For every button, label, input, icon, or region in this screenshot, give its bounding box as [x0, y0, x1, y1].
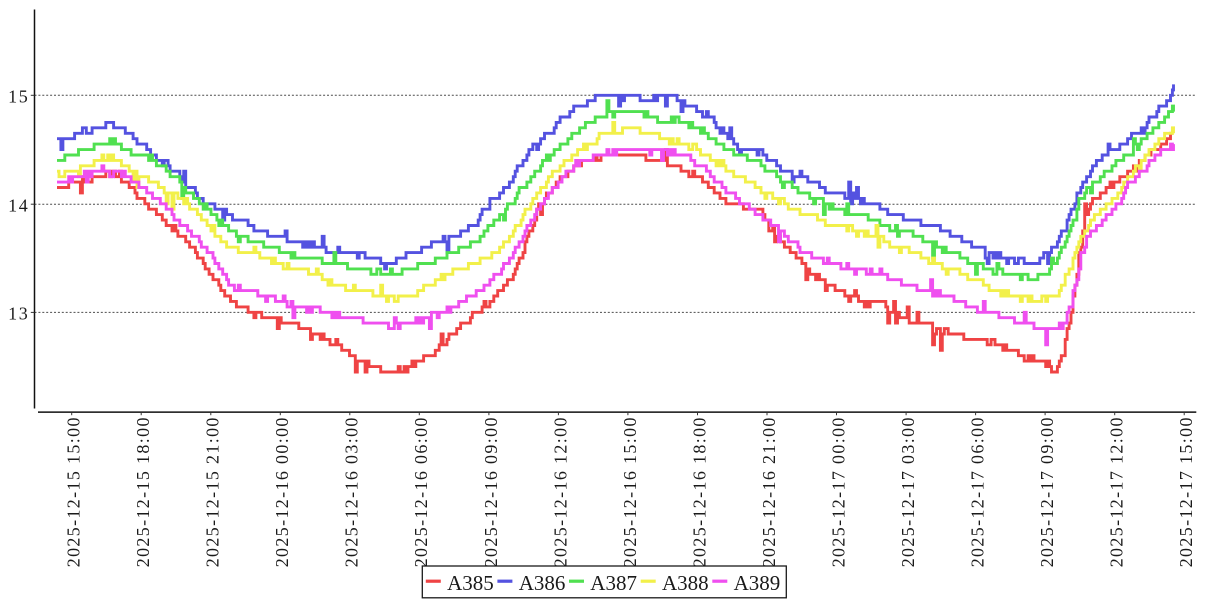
- svg-text:2025-12-16 03:00: 2025-12-16 03:00: [342, 416, 362, 567]
- svg-text:2025-12-15 21:00: 2025-12-15 21:00: [203, 416, 223, 567]
- svg-text:A388: A388: [662, 571, 709, 595]
- svg-text:2025-12-16 09:00: 2025-12-16 09:00: [481, 416, 501, 567]
- svg-text:2025-12-17 03:00: 2025-12-17 03:00: [898, 416, 918, 567]
- svg-text:13: 13: [8, 304, 29, 324]
- svg-text:A386: A386: [519, 571, 566, 595]
- svg-text:2025-12-17 09:00: 2025-12-17 09:00: [1037, 416, 1057, 567]
- svg-text:A385: A385: [447, 571, 494, 595]
- svg-text:2025-12-17 00:00: 2025-12-17 00:00: [828, 416, 848, 567]
- svg-text:2025-12-16 15:00: 2025-12-16 15:00: [620, 416, 640, 567]
- svg-text:2025-12-15 15:00: 2025-12-15 15:00: [64, 416, 84, 567]
- svg-text:2025-12-15 18:00: 2025-12-15 18:00: [133, 416, 153, 567]
- svg-text:A387: A387: [590, 571, 637, 595]
- svg-text:2025-12-17 06:00: 2025-12-17 06:00: [968, 416, 988, 567]
- svg-text:14: 14: [8, 195, 29, 215]
- svg-text:2025-12-16 12:00: 2025-12-16 12:00: [550, 416, 570, 567]
- svg-text:2025-12-17 15:00: 2025-12-17 15:00: [1176, 416, 1196, 567]
- svg-text:2025-12-16 06:00: 2025-12-16 06:00: [411, 416, 431, 567]
- svg-text:A389: A389: [734, 571, 781, 595]
- svg-text:2025-12-16 21:00: 2025-12-16 21:00: [759, 416, 779, 567]
- svg-text:2025-12-17 12:00: 2025-12-17 12:00: [1107, 416, 1127, 567]
- svg-text:15: 15: [8, 86, 29, 106]
- svg-text:2025-12-16 00:00: 2025-12-16 00:00: [272, 416, 292, 567]
- svg-text:2025-12-16 18:00: 2025-12-16 18:00: [689, 416, 709, 567]
